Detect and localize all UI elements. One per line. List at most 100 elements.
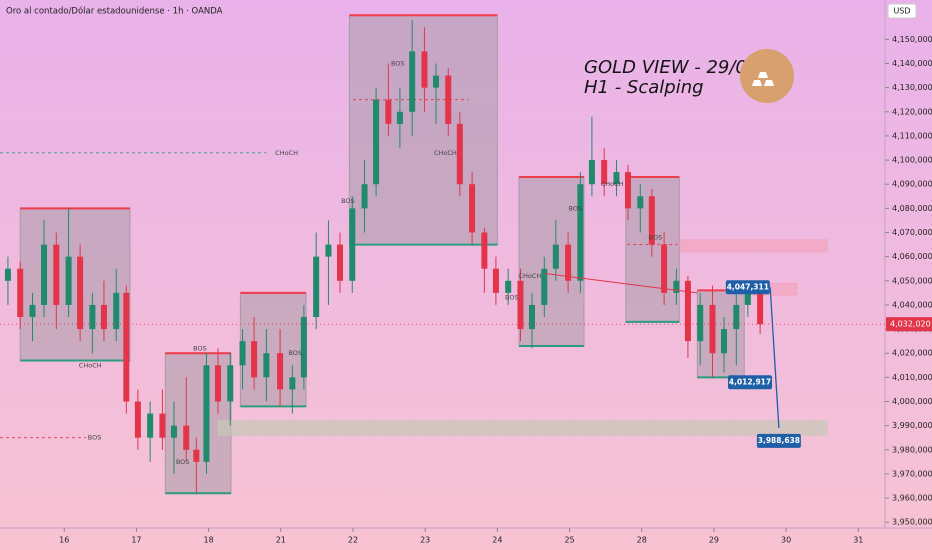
annotation: CHoCH bbox=[275, 149, 298, 157]
candle-body bbox=[396, 111, 403, 124]
y-tick-label: 4,120,000 bbox=[892, 107, 932, 116]
candle-body bbox=[552, 244, 559, 269]
zone bbox=[696, 289, 745, 378]
candle-body bbox=[469, 184, 476, 233]
y-tick-label: 3,970,000 bbox=[892, 469, 932, 478]
candle-body bbox=[481, 232, 488, 269]
annotation: CHoCH bbox=[518, 272, 541, 280]
y-tick-label: 4,090,000 bbox=[892, 180, 932, 189]
candle-body bbox=[577, 184, 584, 281]
candle-body bbox=[53, 244, 60, 305]
candle-body bbox=[588, 160, 595, 185]
candle-body bbox=[445, 75, 452, 124]
annotation: CHoCH bbox=[79, 361, 102, 369]
last-price-label: 4,032,020 bbox=[890, 320, 931, 329]
candle-body bbox=[456, 123, 463, 185]
annotation: BOS bbox=[649, 233, 663, 241]
candle-body bbox=[625, 172, 632, 209]
candle-body bbox=[684, 280, 691, 342]
candle-body bbox=[565, 244, 572, 281]
candle-body bbox=[4, 268, 11, 281]
x-tick-label: 29 bbox=[709, 536, 719, 545]
x-tick-label: 28 bbox=[637, 536, 647, 545]
candle-body bbox=[349, 208, 356, 281]
candle-body bbox=[433, 75, 440, 88]
candle-body bbox=[113, 292, 120, 330]
candle-body bbox=[134, 401, 141, 438]
callout-box bbox=[728, 375, 773, 390]
candle-body bbox=[77, 256, 84, 330]
callout-label: 4,012,917 bbox=[729, 377, 771, 386]
candle-body bbox=[601, 160, 608, 185]
candle-body bbox=[744, 292, 751, 305]
candle-body bbox=[421, 51, 428, 88]
x-tick-label: 24 bbox=[492, 536, 502, 545]
candle-body bbox=[239, 341, 246, 366]
annotation: BOS bbox=[391, 59, 405, 67]
candle-body bbox=[336, 244, 343, 281]
x-tick-label: 18 bbox=[204, 536, 214, 545]
candle-body bbox=[41, 244, 48, 305]
candle-body bbox=[17, 268, 24, 317]
y-tick-label: 4,140,000 bbox=[892, 59, 932, 68]
zone bbox=[348, 14, 498, 246]
candle-body bbox=[409, 51, 416, 112]
candle-body bbox=[251, 341, 258, 378]
candle-body bbox=[289, 377, 296, 390]
candle-body bbox=[505, 280, 512, 293]
y-tick-label: 4,070,000 bbox=[892, 228, 932, 237]
y-tick-label: 3,950,000 bbox=[892, 518, 932, 527]
candle-body bbox=[89, 304, 96, 330]
last-price-box bbox=[886, 317, 932, 332]
annotation: CHoCH bbox=[601, 180, 624, 188]
candle-body bbox=[215, 365, 222, 402]
annotation: BOS bbox=[341, 197, 355, 205]
x-tick-label: 21 bbox=[276, 536, 286, 545]
candle-body bbox=[673, 280, 680, 293]
x-tick-label: 23 bbox=[420, 536, 430, 545]
y-tick-label: 4,150,000 bbox=[892, 35, 932, 44]
gold-icon bbox=[740, 49, 794, 103]
annotation: BOS bbox=[176, 458, 190, 466]
y-tick-label: 4,000,000 bbox=[892, 397, 932, 406]
x-tick-label: 25 bbox=[564, 536, 574, 545]
x-tick-label: 17 bbox=[131, 536, 141, 545]
candle-body bbox=[385, 99, 392, 124]
candle-body bbox=[277, 353, 284, 390]
annotation: BOS bbox=[569, 204, 583, 212]
candle-body bbox=[100, 304, 107, 330]
y-tick-label: 4,110,000 bbox=[892, 131, 932, 140]
candle-body bbox=[517, 280, 524, 330]
y-tick-label: 4,060,000 bbox=[892, 252, 932, 261]
candle-body bbox=[170, 425, 177, 438]
candle-body bbox=[203, 365, 210, 462]
y-tick-label: 3,960,000 bbox=[892, 494, 932, 503]
candle-body bbox=[147, 413, 154, 438]
candle-body bbox=[529, 304, 536, 330]
callout-box bbox=[756, 433, 801, 448]
y-tick-label: 4,100,000 bbox=[892, 156, 932, 165]
y-tick-label: 4,080,000 bbox=[892, 204, 932, 213]
candle-body bbox=[637, 196, 644, 209]
y-tick-label: 4,010,000 bbox=[892, 373, 932, 382]
annotation: BOS bbox=[193, 344, 207, 352]
annotation: CHoCH bbox=[434, 149, 457, 157]
demand-zone bbox=[217, 420, 828, 436]
candle-body bbox=[709, 304, 716, 354]
y-tick-label: 3,990,000 bbox=[892, 421, 932, 430]
candle-body bbox=[361, 184, 368, 209]
candle-body bbox=[183, 425, 190, 450]
x-tick-label: 22 bbox=[348, 536, 358, 545]
candle-body bbox=[697, 304, 704, 342]
candle-body bbox=[193, 449, 200, 462]
y-tick-label: 4,130,000 bbox=[892, 83, 932, 92]
annotation: BOS bbox=[505, 294, 519, 302]
candle-body bbox=[325, 244, 332, 257]
currency-box bbox=[887, 3, 917, 19]
chart-title: GOLD VIEW - 29/07 bbox=[584, 57, 759, 78]
callout-box bbox=[725, 280, 770, 295]
candle-body bbox=[300, 316, 307, 378]
candle-body bbox=[29, 304, 36, 317]
candle-body bbox=[373, 99, 380, 185]
candle-body bbox=[648, 196, 655, 245]
